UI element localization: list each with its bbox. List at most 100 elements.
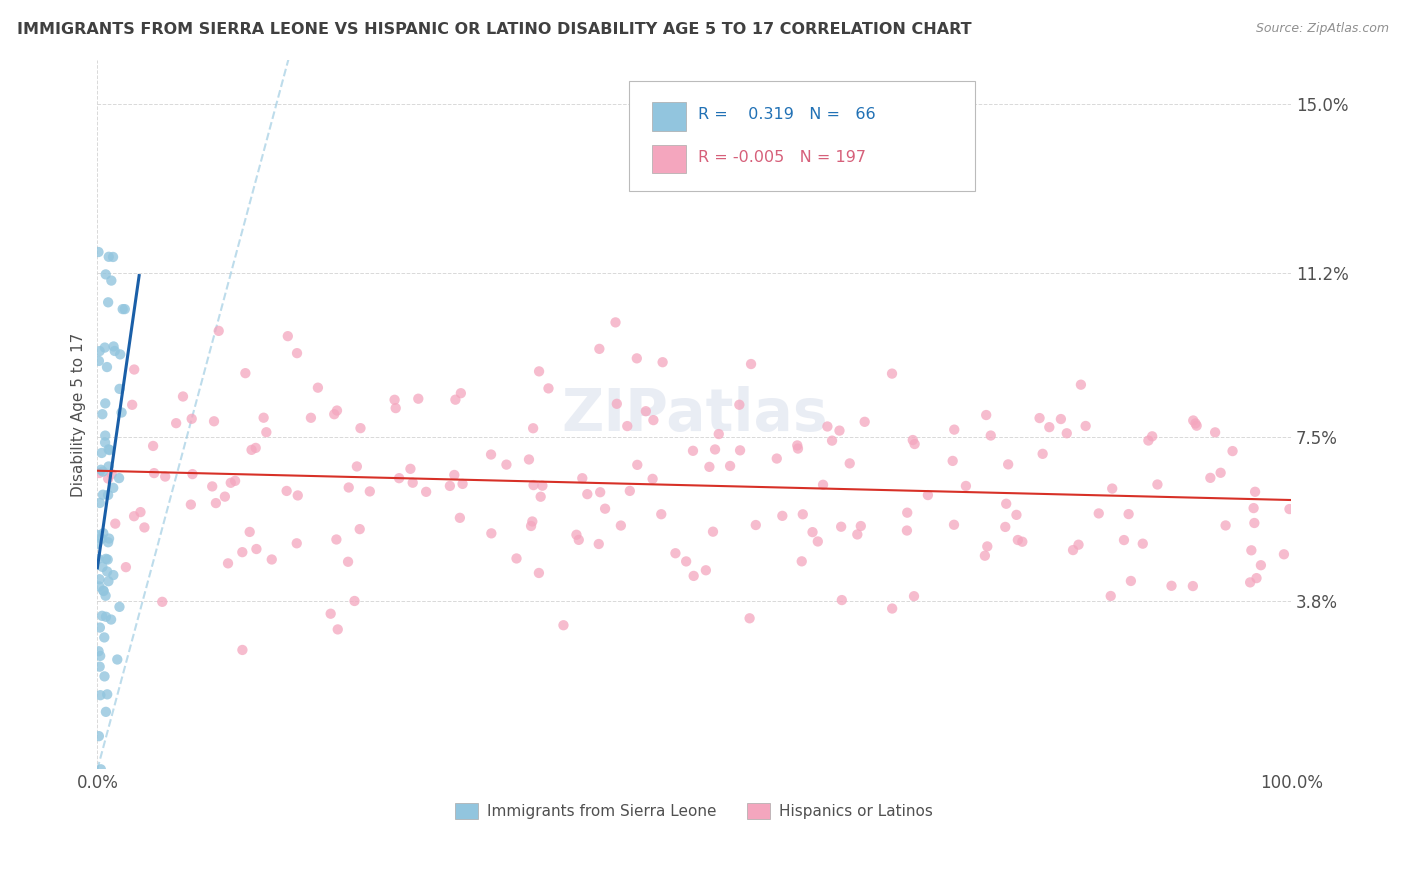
Point bbox=[97, 471, 120, 485]
Point bbox=[97, 535, 120, 549]
Point bbox=[346, 459, 368, 474]
Point bbox=[530, 490, 553, 504]
Point bbox=[253, 410, 276, 425]
Point bbox=[143, 466, 166, 480]
Point bbox=[97, 442, 120, 457]
Point bbox=[319, 607, 342, 621]
Point bbox=[830, 519, 852, 533]
Point bbox=[86, 528, 108, 542]
Point bbox=[792, 508, 814, 522]
Point bbox=[89, 466, 111, 480]
Legend: Immigrants from Sierra Leone, Hispanics or Latinos: Immigrants from Sierra Leone, Hispanics … bbox=[449, 797, 939, 825]
Point bbox=[1101, 482, 1123, 496]
Point bbox=[134, 520, 156, 534]
Point bbox=[97, 250, 120, 264]
Point bbox=[1087, 507, 1109, 521]
Point bbox=[443, 467, 465, 482]
Point bbox=[96, 565, 118, 579]
Point bbox=[101, 250, 124, 264]
Point bbox=[1032, 447, 1054, 461]
Point bbox=[89, 344, 111, 359]
Point bbox=[359, 484, 381, 499]
Point bbox=[239, 524, 262, 539]
Point bbox=[1199, 471, 1222, 485]
Point bbox=[444, 392, 467, 407]
Point bbox=[896, 506, 918, 520]
Point bbox=[439, 479, 461, 493]
Point bbox=[1140, 429, 1163, 443]
Point bbox=[1067, 538, 1090, 552]
Point bbox=[180, 412, 202, 426]
Point bbox=[325, 533, 347, 547]
Point bbox=[807, 534, 830, 549]
Point bbox=[285, 346, 308, 360]
Point bbox=[1099, 589, 1122, 603]
Point bbox=[90, 762, 112, 776]
Point bbox=[522, 515, 544, 529]
Point bbox=[94, 428, 117, 442]
Point bbox=[828, 424, 851, 438]
Point bbox=[122, 509, 145, 524]
Point bbox=[91, 583, 114, 598]
Point bbox=[104, 516, 127, 531]
Point bbox=[219, 475, 242, 490]
Point bbox=[682, 569, 704, 583]
Text: IMMIGRANTS FROM SIERRA LEONE VS HISPANIC OR LATINO DISABILITY AGE 5 TO 17 CORREL: IMMIGRANTS FROM SIERRA LEONE VS HISPANIC… bbox=[17, 22, 972, 37]
Point bbox=[349, 421, 371, 435]
Point bbox=[702, 524, 724, 539]
Point bbox=[108, 382, 131, 396]
Point bbox=[495, 458, 517, 472]
Point bbox=[1239, 575, 1261, 590]
Point bbox=[995, 497, 1018, 511]
Point bbox=[181, 467, 204, 482]
Point bbox=[86, 537, 108, 551]
Point bbox=[94, 435, 117, 450]
Point bbox=[153, 469, 176, 483]
Point bbox=[90, 463, 112, 477]
Point bbox=[110, 405, 132, 419]
Point bbox=[943, 423, 966, 437]
Point bbox=[520, 519, 543, 533]
Point bbox=[846, 527, 869, 541]
Point bbox=[214, 490, 236, 504]
Point bbox=[202, 414, 225, 428]
Point bbox=[973, 549, 995, 563]
Point bbox=[786, 438, 808, 452]
Point bbox=[108, 347, 131, 361]
Point bbox=[1011, 534, 1033, 549]
Point bbox=[150, 595, 173, 609]
Point bbox=[91, 608, 114, 623]
Point bbox=[1184, 417, 1206, 431]
Point bbox=[997, 458, 1019, 472]
Point bbox=[976, 540, 998, 554]
Point bbox=[100, 613, 122, 627]
Point bbox=[1244, 484, 1267, 499]
Point bbox=[1160, 579, 1182, 593]
Point bbox=[97, 295, 120, 310]
Point bbox=[801, 525, 824, 540]
Point bbox=[901, 433, 924, 447]
Point bbox=[955, 479, 977, 493]
Point bbox=[208, 324, 231, 338]
Point bbox=[103, 339, 125, 353]
Point bbox=[100, 467, 122, 481]
Point bbox=[326, 623, 349, 637]
Point bbox=[94, 341, 117, 355]
Point bbox=[576, 487, 599, 501]
Point bbox=[94, 589, 117, 603]
Point bbox=[849, 519, 872, 533]
Point bbox=[89, 648, 111, 663]
Point bbox=[1204, 425, 1226, 440]
Point bbox=[97, 574, 120, 589]
Point bbox=[974, 408, 997, 422]
Point bbox=[1074, 419, 1097, 434]
Point bbox=[90, 532, 112, 546]
Point bbox=[240, 442, 263, 457]
Point bbox=[1007, 533, 1029, 547]
Text: ZIPatlas: ZIPatlas bbox=[561, 386, 828, 443]
Point bbox=[224, 474, 246, 488]
Point bbox=[94, 268, 117, 282]
Point bbox=[87, 245, 110, 260]
Text: Source: ZipAtlas.com: Source: ZipAtlas.com bbox=[1256, 22, 1389, 36]
Point bbox=[94, 705, 117, 719]
